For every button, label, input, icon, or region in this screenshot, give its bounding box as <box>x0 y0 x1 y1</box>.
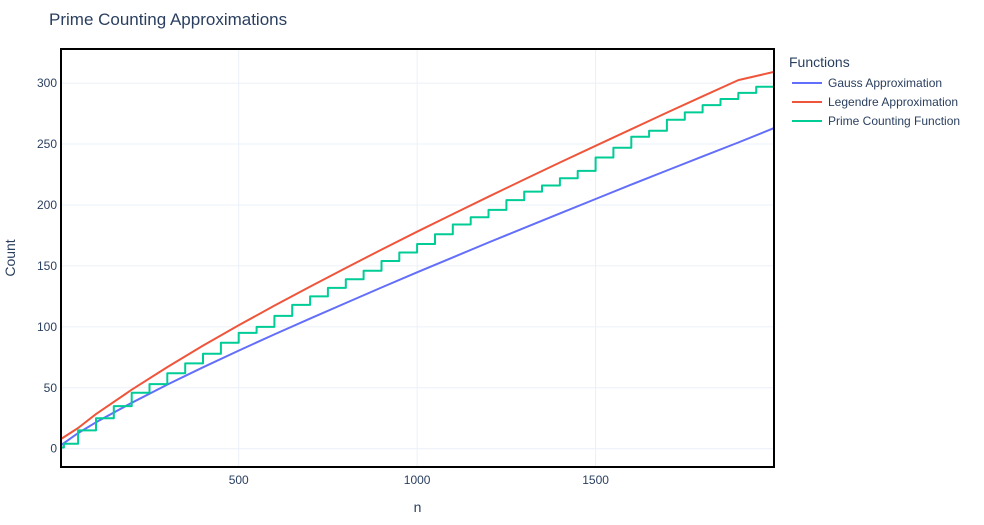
x-tick-label: 1000 <box>404 473 431 487</box>
legend-label: Prime Counting Function <box>828 114 960 128</box>
chart-title: Prime Counting Approximations <box>49 10 287 29</box>
y-tick-label: 50 <box>44 381 58 395</box>
series-line-3 <box>61 79 775 449</box>
y-tick-label: 150 <box>37 259 57 273</box>
x-axis-title: n <box>414 499 422 515</box>
x-axis-ticks: 500 1000 1500 <box>229 473 610 487</box>
x-tick-label: 500 <box>229 473 249 487</box>
legend-label: Legendre Approximation <box>828 95 958 109</box>
y-axis-ticks: 0 50 100 150 200 250 300 <box>37 76 57 456</box>
y-axis-title: Count <box>2 239 18 276</box>
grid <box>61 49 774 467</box>
plot-frame <box>60 48 775 468</box>
y-tick-label: 250 <box>37 137 57 151</box>
y-tick-label: 100 <box>37 320 57 334</box>
x-tick-label: 1500 <box>582 473 609 487</box>
y-tick-label: 0 <box>50 442 57 456</box>
legend: Functions Gauss Approximation Legendre Ap… <box>789 54 960 128</box>
y-tick-label: 300 <box>37 76 57 90</box>
series-line-2 <box>60 70 775 440</box>
legend-label: Gauss Approximation <box>828 76 942 90</box>
series-layer <box>60 70 775 449</box>
legend-title: Functions <box>789 54 850 70</box>
y-tick-label: 200 <box>37 198 57 212</box>
